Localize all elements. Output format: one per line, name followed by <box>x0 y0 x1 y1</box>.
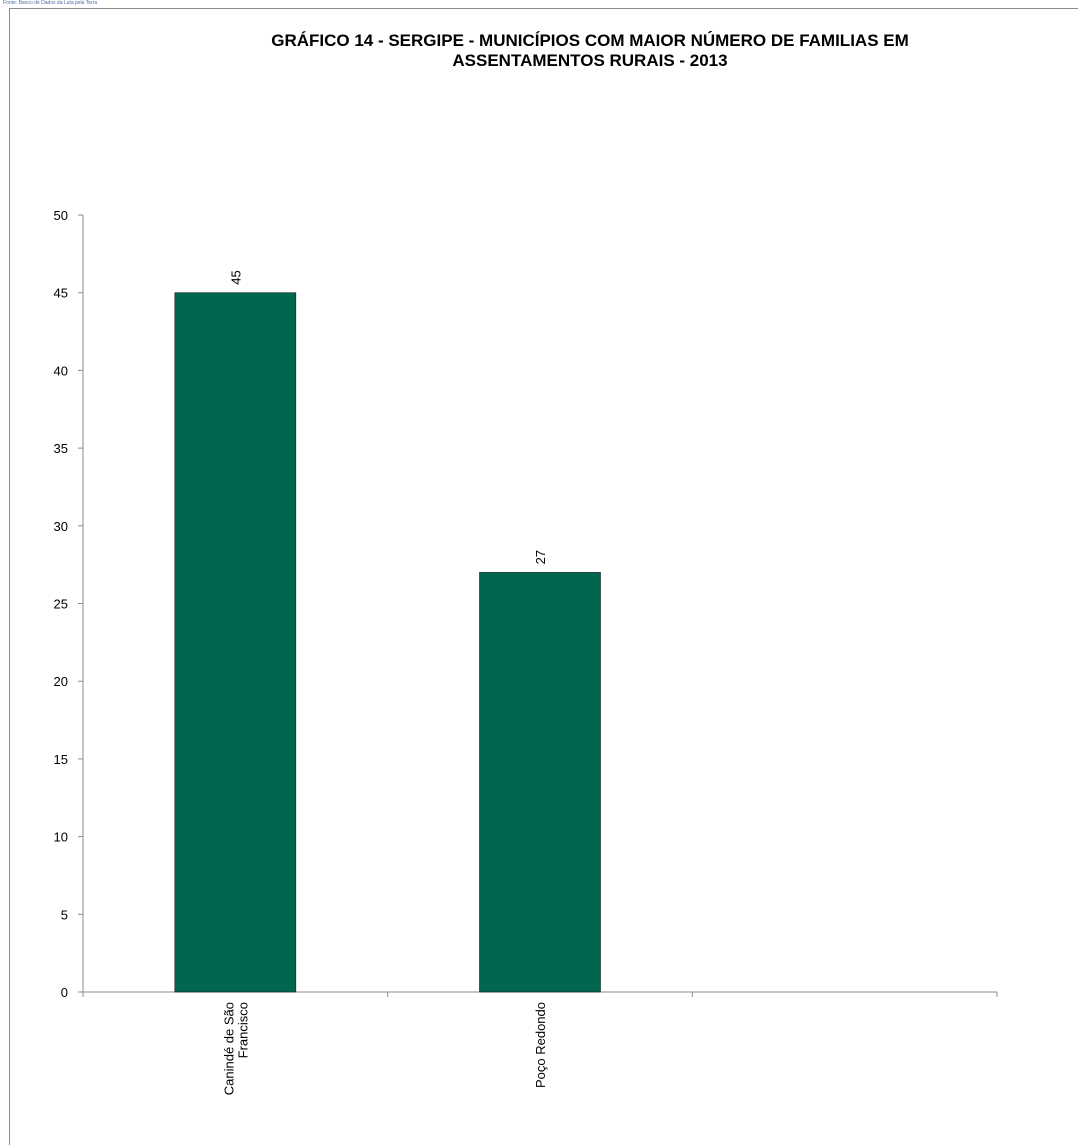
chart-title-line-2: ASSENTAMENTOS RURAIS - 2013 <box>452 51 728 70</box>
chart-title: GRÁFICO 14 - SERGIPE - MUNICÍPIOS COM MA… <box>160 31 1020 71</box>
y-tick-label: 0 <box>61 985 68 1000</box>
data-labels-group: 45 27 <box>228 270 548 564</box>
source-note: Fonte: Banco de Dados da Luta pela Terra <box>3 0 98 6</box>
y-tick-label: 15 <box>54 752 68 767</box>
y-tick-label: 25 <box>54 597 68 612</box>
bar <box>479 572 601 993</box>
y-tick-label: 10 <box>54 830 68 845</box>
x-category-label: Canindé de São <box>221 1002 236 1095</box>
y-axis-group: 0 5 10 15 20 25 30 35 40 45 50 <box>54 208 84 1000</box>
x-category-label: Francisco <box>235 1002 250 1058</box>
data-label: 45 <box>228 270 243 284</box>
y-tick-label: 40 <box>54 363 68 378</box>
data-label: 27 <box>533 550 548 564</box>
y-tick-label: 50 <box>54 208 68 223</box>
y-tick-label: 35 <box>54 441 68 456</box>
x-axis-group: Canindé de São Francisco Poço Redondo <box>82 991 998 1095</box>
x-category-label: Poço Redondo <box>533 1002 548 1088</box>
y-tick-label: 30 <box>54 519 68 534</box>
bars-group <box>174 292 601 993</box>
chart-title-line-1: GRÁFICO 14 - SERGIPE - MUNICÍPIOS COM MA… <box>271 31 909 50</box>
bar <box>174 292 297 993</box>
y-tick-label: 45 <box>54 286 68 301</box>
y-tick-label: 20 <box>54 674 68 689</box>
y-tick-label: 5 <box>61 907 68 922</box>
